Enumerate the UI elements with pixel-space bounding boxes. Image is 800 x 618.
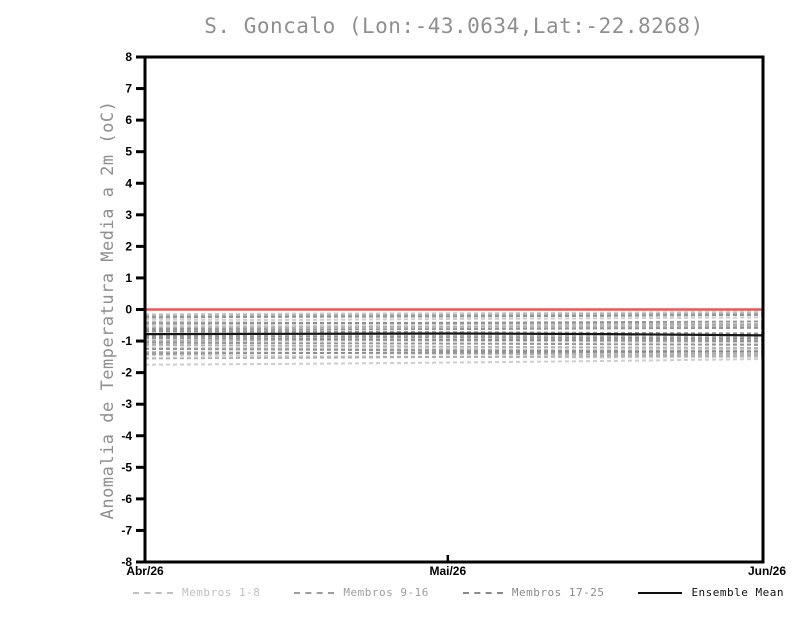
- svg-text:5: 5: [125, 145, 132, 159]
- svg-text:-4: -4: [121, 429, 132, 443]
- svg-text:8: 8: [125, 50, 132, 64]
- svg-text:-6: -6: [121, 492, 132, 506]
- legend-label: Ensemble Mean: [691, 586, 785, 599]
- svg-text:6: 6: [125, 113, 132, 127]
- svg-text:4: 4: [125, 176, 132, 190]
- legend-item-ensemble-mean: Ensemble Mean: [638, 586, 784, 599]
- legend-item-membros-1-8: Membros 1-8: [133, 586, 260, 599]
- svg-text:0: 0: [125, 303, 132, 317]
- svg-text:2: 2: [125, 239, 132, 253]
- legend-label: Membros 17-25: [511, 586, 605, 599]
- legend: Membros 1-8 Membros 9-16 Membros 17-25 E…: [133, 586, 784, 599]
- svg-text:Mai/26: Mai/26: [429, 564, 466, 578]
- svg-text:-7: -7: [121, 523, 132, 537]
- svg-text:-5: -5: [121, 460, 132, 474]
- svg-text:Abr/26: Abr/26: [126, 564, 164, 578]
- dashed-line-sample-2: [294, 591, 335, 594]
- solid-line-sample: [638, 591, 683, 594]
- dashed-line-sample-3: [462, 591, 503, 594]
- chart-title: S. Goncalo (Lon:-43.0634,Lat:-22.8268): [204, 14, 704, 38]
- svg-text:Jun/26: Jun/26: [748, 564, 786, 578]
- svg-text:1: 1: [125, 271, 132, 285]
- svg-text:7: 7: [125, 82, 132, 96]
- svg-text:-8: -8: [121, 555, 132, 569]
- svg-text:-2: -2: [121, 366, 132, 380]
- svg-text:-3: -3: [121, 397, 132, 411]
- legend-label: Membros 9-16: [343, 586, 429, 599]
- dashed-line-sample-1: [133, 591, 173, 594]
- svg-text:3: 3: [125, 208, 132, 222]
- legend-item-membros-17-25: Membros 17-25: [462, 586, 605, 599]
- legend-label: Membros 1-8: [182, 586, 261, 599]
- svg-text:-1: -1: [121, 334, 132, 348]
- legend-item-membros-9-16: Membros 9-16: [294, 586, 428, 599]
